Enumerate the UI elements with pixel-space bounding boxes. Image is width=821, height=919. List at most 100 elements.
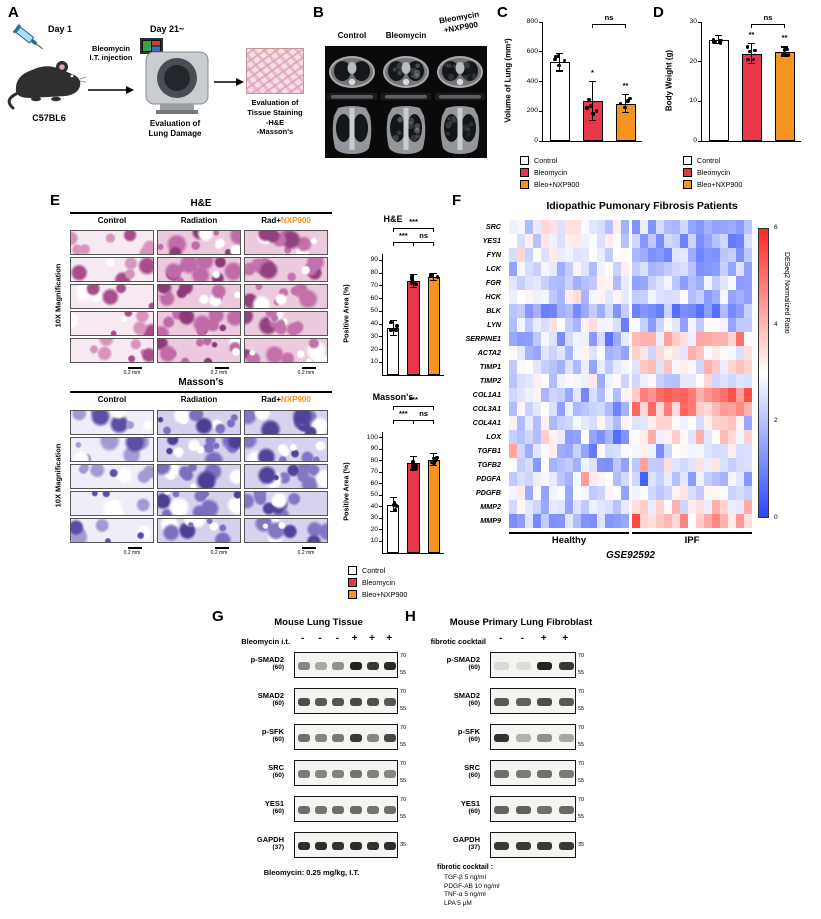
scale-bar-label: 0.2 mm — [210, 369, 228, 376]
heatmap-cell — [525, 304, 533, 318]
heatmap-cell — [573, 276, 581, 290]
heatmap-cell — [533, 220, 541, 234]
data-point — [435, 455, 439, 460]
heatmap-cell — [565, 304, 573, 318]
heatmap-cell — [565, 458, 573, 472]
heatmap-cell — [533, 388, 541, 402]
heatmap-cell — [597, 500, 605, 514]
data-point — [782, 48, 787, 52]
heatmap-cell — [632, 472, 640, 486]
he-col-radiation: Radiation — [157, 216, 241, 225]
protein-band — [558, 698, 574, 706]
heatmap-cell — [525, 374, 533, 388]
heatmap-cell — [549, 430, 557, 444]
tissue-strip — [244, 230, 328, 255]
mw-marker: 55 — [578, 670, 585, 676]
heatmap-cell — [680, 234, 688, 248]
heatmap-cell — [517, 416, 525, 430]
heatmap-cell — [696, 332, 704, 346]
colorbar-tick-labels: 0 2 4 6 — [771, 224, 791, 521]
heatmap-cell — [573, 402, 581, 416]
heatmap-cell — [605, 472, 613, 486]
heatmap-cell — [613, 318, 621, 332]
heatmap-cell — [672, 402, 680, 416]
heatmap-cell — [517, 262, 525, 276]
data-point — [553, 54, 558, 59]
heatmap-cell — [525, 514, 533, 528]
heatmap-cell — [621, 402, 629, 416]
heatmap-cell — [589, 318, 597, 332]
data-point — [388, 328, 393, 332]
gene-label: TGFB2 — [477, 460, 501, 469]
heatmap-cell — [688, 234, 696, 248]
heatmap-cell — [565, 388, 573, 402]
heatmap-cell — [680, 346, 688, 360]
heatmap-cell — [589, 234, 597, 248]
bar-bleomycin — [407, 280, 420, 375]
heatmap-cell — [656, 430, 664, 444]
heatmap-cell — [621, 458, 629, 472]
bracket — [393, 242, 414, 244]
bracket-tick — [392, 242, 394, 246]
heatmap-cell — [688, 248, 696, 262]
protein-band — [558, 662, 574, 670]
heatmap-cell — [581, 304, 589, 318]
protein-band — [515, 698, 531, 706]
error-bar-cap — [410, 455, 417, 457]
blot-membrane — [294, 796, 398, 822]
heatmap-cell — [517, 318, 525, 332]
heatmap-cell — [712, 220, 720, 234]
heatmap-cell — [720, 500, 728, 514]
heatmap-cell — [549, 318, 557, 332]
heatmap-cell — [621, 360, 629, 374]
bracket-label: *** — [398, 409, 408, 418]
data-point — [785, 47, 790, 52]
heatmap-cell — [525, 276, 533, 290]
masson-quantification-chart: Masson's Positive Area (%) 10 20 30 40 50 60 7… — [336, 392, 450, 564]
footnote-line: TNF-α 5 ng/ml — [444, 891, 486, 898]
colorbar-tick-label: 2 — [774, 417, 778, 425]
heatmap-cell — [720, 458, 728, 472]
bracket-tick — [784, 24, 786, 28]
heatmap-cell — [541, 500, 549, 514]
heatmap-cell — [621, 486, 629, 500]
heatmap-cell — [672, 248, 680, 262]
legend-swatch — [348, 566, 357, 575]
heatmap-cell — [517, 276, 525, 290]
bracket-tick — [592, 24, 594, 28]
treatment-symbol: - — [318, 633, 322, 644]
heatmap-cell — [549, 220, 557, 234]
ct-image — [379, 46, 433, 102]
y-tick — [379, 460, 383, 462]
gene-label: FYN — [486, 250, 501, 259]
heatmap-cell — [533, 458, 541, 472]
scale-bar-icon — [215, 367, 229, 369]
heatmap-cell — [696, 416, 704, 430]
data-point — [393, 508, 398, 512]
heatmap-cell — [573, 500, 581, 514]
blot-protein-label: p-SMAD2 (60) — [400, 655, 486, 671]
colorbar-label: DESeq2 Normalized Ratio — [783, 252, 790, 334]
bracket-label: ns — [763, 13, 773, 22]
heatmap-cell — [605, 304, 613, 318]
y-tick — [539, 81, 543, 82]
heatmap-cell — [509, 514, 517, 528]
heatmap-cell — [728, 458, 736, 472]
legend-item: Bleomycin — [683, 168, 742, 177]
data-point — [748, 49, 752, 54]
heatmap-cell — [541, 458, 549, 472]
protein-band — [297, 842, 310, 850]
heatmap-cell — [597, 388, 605, 402]
heatmap-cell — [648, 388, 656, 402]
protein-mw: (60) — [468, 772, 480, 779]
heatmap-cell — [720, 346, 728, 360]
heatmap-cell — [525, 388, 533, 402]
heatmap-cell — [696, 402, 704, 416]
heatmap-cell — [581, 248, 589, 262]
heatmap-cell — [565, 248, 573, 262]
heatmap-cell — [597, 416, 605, 430]
tissue-strip — [157, 518, 241, 543]
heatmap-cell — [680, 430, 688, 444]
heatmap-cell — [688, 486, 696, 500]
protein-band — [494, 806, 510, 814]
